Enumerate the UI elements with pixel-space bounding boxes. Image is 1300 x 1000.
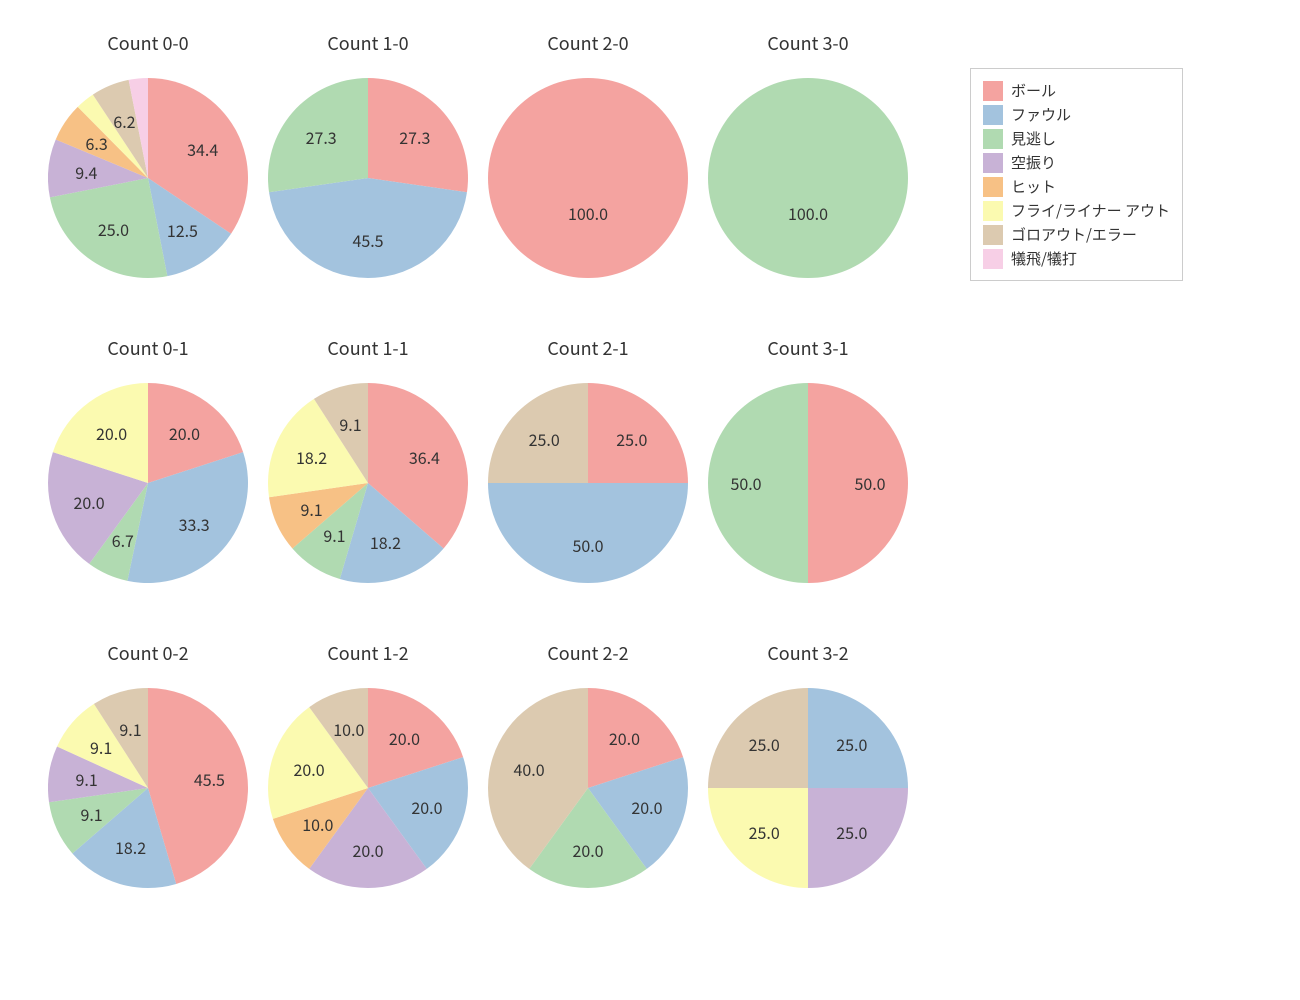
legend-swatch xyxy=(983,177,1003,197)
legend-swatch xyxy=(983,249,1003,269)
pie-holder xyxy=(48,78,248,283)
pie-chart xyxy=(708,78,908,278)
pie-chart xyxy=(488,688,688,888)
legend-item: 見逃し xyxy=(983,128,1170,149)
legend-item: 空振り xyxy=(983,152,1170,173)
legend-label: フライ/ライナー アウト xyxy=(1011,200,1170,221)
legend-label: ゴロアウト/エラー xyxy=(1011,224,1137,245)
legend-item: ゴロアウト/エラー xyxy=(983,224,1170,245)
pie-holder xyxy=(48,383,248,588)
pie-chart xyxy=(488,383,688,583)
legend-swatch xyxy=(983,153,1003,173)
legend-item: フライ/ライナー アウト xyxy=(983,200,1170,221)
legend-item: 犠飛/犠打 xyxy=(983,248,1170,269)
chart-title: Count 3-0 xyxy=(767,30,848,56)
pie-slice-ball xyxy=(488,78,688,278)
chart-title: Count 1-1 xyxy=(327,335,408,361)
pie-holder xyxy=(268,383,468,588)
pie-holder xyxy=(488,383,688,588)
pie-chart xyxy=(708,383,908,583)
legend-swatch xyxy=(983,129,1003,149)
chart-title: Count 1-0 xyxy=(327,30,408,56)
pie-holder xyxy=(708,383,908,588)
legend-swatch xyxy=(983,201,1003,221)
legend-label: 犠飛/犠打 xyxy=(1011,248,1077,269)
pie-chart xyxy=(268,688,468,888)
legend-label: ファウル xyxy=(1011,104,1071,125)
pie-holder xyxy=(708,688,908,893)
legend-label: ヒット xyxy=(1011,176,1056,197)
pie-slice-flyliner xyxy=(708,788,808,888)
legend-swatch xyxy=(983,105,1003,125)
chart-title: Count 2-2 xyxy=(547,640,628,666)
legend: ボールファウル見逃し空振りヒットフライ/ライナー アウトゴロアウト/エラー犠飛/… xyxy=(970,68,1183,281)
legend-item: ヒット xyxy=(983,176,1170,197)
pie-slice-ball xyxy=(588,383,688,483)
chart-title: Count 3-1 xyxy=(767,335,848,361)
pie-slice-ball xyxy=(808,383,908,583)
pie-holder xyxy=(488,78,688,283)
pie-slice-foul xyxy=(488,483,688,583)
chart-title: Count 2-1 xyxy=(547,335,628,361)
pie-slice-look xyxy=(708,383,808,583)
legend-swatch xyxy=(983,81,1003,101)
chart-title: Count 0-0 xyxy=(107,30,188,56)
chart-title: Count 2-0 xyxy=(547,30,628,56)
pie-slice-look xyxy=(708,78,908,278)
chart-title: Count 3-2 xyxy=(767,640,848,666)
pie-chart xyxy=(48,78,248,278)
pie-slice-swing xyxy=(808,788,908,888)
pie-slice-ground xyxy=(488,383,588,483)
pie-holder xyxy=(48,688,248,893)
pie-slice-look xyxy=(268,78,368,192)
pie-chart xyxy=(488,78,688,278)
legend-item: ファウル xyxy=(983,104,1170,125)
chart-title: Count 0-1 xyxy=(107,335,188,361)
pie-holder xyxy=(488,688,688,893)
pie-chart xyxy=(708,688,908,888)
legend-swatch xyxy=(983,225,1003,245)
pie-holder xyxy=(268,78,468,283)
chart-title: Count 1-2 xyxy=(327,640,408,666)
pie-chart xyxy=(48,688,248,888)
pie-chart xyxy=(268,78,468,278)
pie-slice-foul xyxy=(269,178,467,278)
chart-title: Count 0-2 xyxy=(107,640,188,666)
legend-label: 見逃し xyxy=(1011,128,1056,149)
pie-holder xyxy=(268,688,468,893)
legend-item: ボール xyxy=(983,80,1170,101)
legend-label: 空振り xyxy=(1011,152,1056,173)
pie-slice-foul xyxy=(808,688,908,788)
chart-grid: Count 0-034.412.525.09.46.36.2Count 1-02… xyxy=(0,0,1300,1000)
legend-label: ボール xyxy=(1011,80,1056,101)
pie-chart xyxy=(48,383,248,583)
pie-slice-ball xyxy=(368,78,468,192)
pie-slice-ground xyxy=(708,688,808,788)
pie-chart xyxy=(268,383,468,583)
pie-holder xyxy=(708,78,908,283)
